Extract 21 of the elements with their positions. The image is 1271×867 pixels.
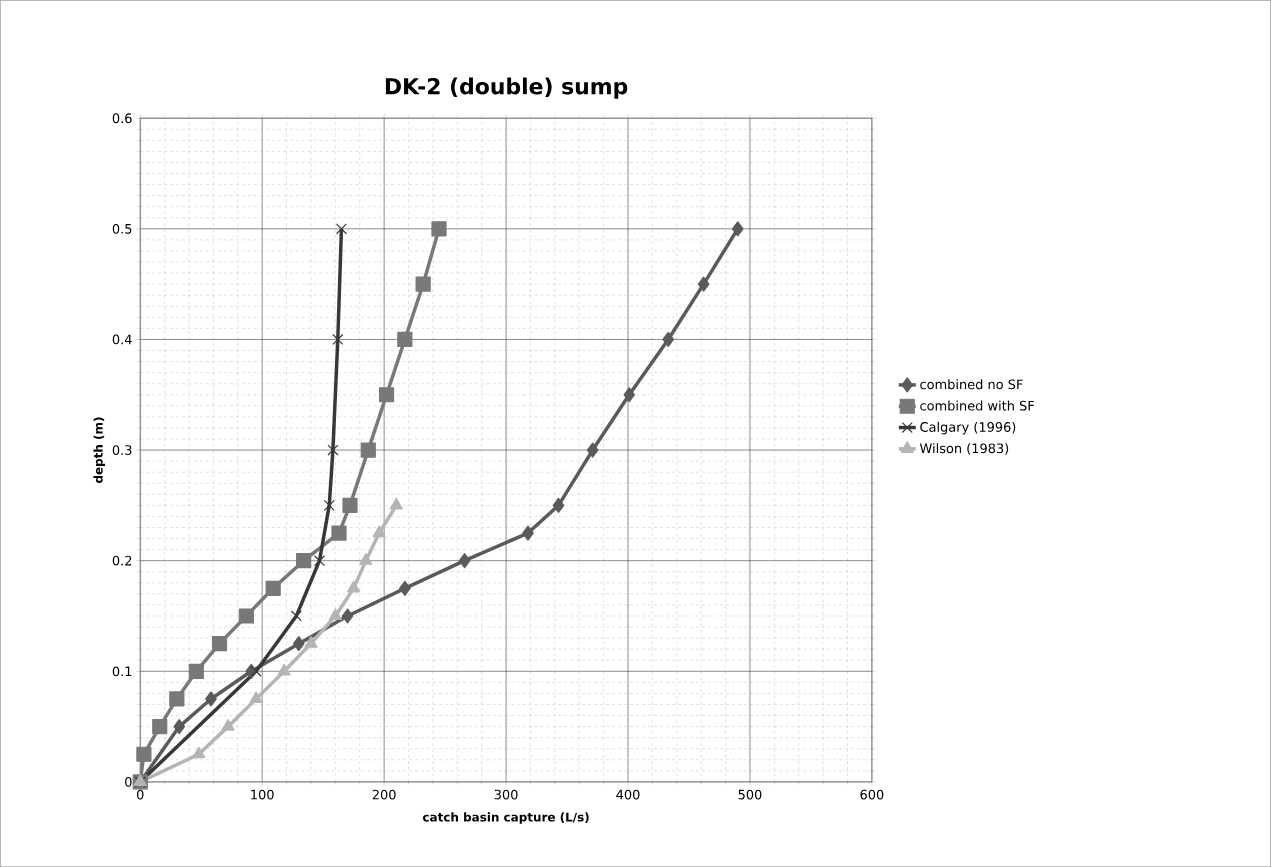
y-tick-label: 0.5 bbox=[112, 223, 132, 234]
y-tick-label: 0.6 bbox=[112, 113, 132, 124]
legend-label: Wilson (1983) bbox=[919, 443, 1009, 455]
x-tick-label: 600 bbox=[860, 789, 884, 800]
y-tick-label: 0.2 bbox=[112, 555, 132, 566]
x-tick-label: 400 bbox=[616, 789, 640, 800]
y-tick-label: 0.3 bbox=[112, 445, 132, 455]
x-tick-label: 100 bbox=[251, 789, 274, 800]
x-axis-title: catch basin capture (L/s) bbox=[422, 812, 589, 824]
legend-label: combined with SF bbox=[920, 400, 1034, 411]
x-tick-label: 200 bbox=[372, 789, 396, 800]
y-tick-label: 0.1 bbox=[112, 666, 132, 677]
y-tick-label: 0 bbox=[125, 776, 132, 787]
y-tick-label: 0.4 bbox=[112, 334, 132, 345]
x-tick-label: 0 bbox=[136, 789, 144, 800]
legend-label: Calgary (1996) bbox=[920, 421, 1016, 435]
x-tick-label: 300 bbox=[494, 789, 518, 800]
chart-title: DK-2 (double) sump bbox=[385, 77, 628, 99]
x-tick-label: 500 bbox=[738, 789, 762, 800]
legend-label: combined no SF bbox=[920, 379, 1023, 390]
y-axis-title: depth (m) bbox=[93, 417, 106, 483]
